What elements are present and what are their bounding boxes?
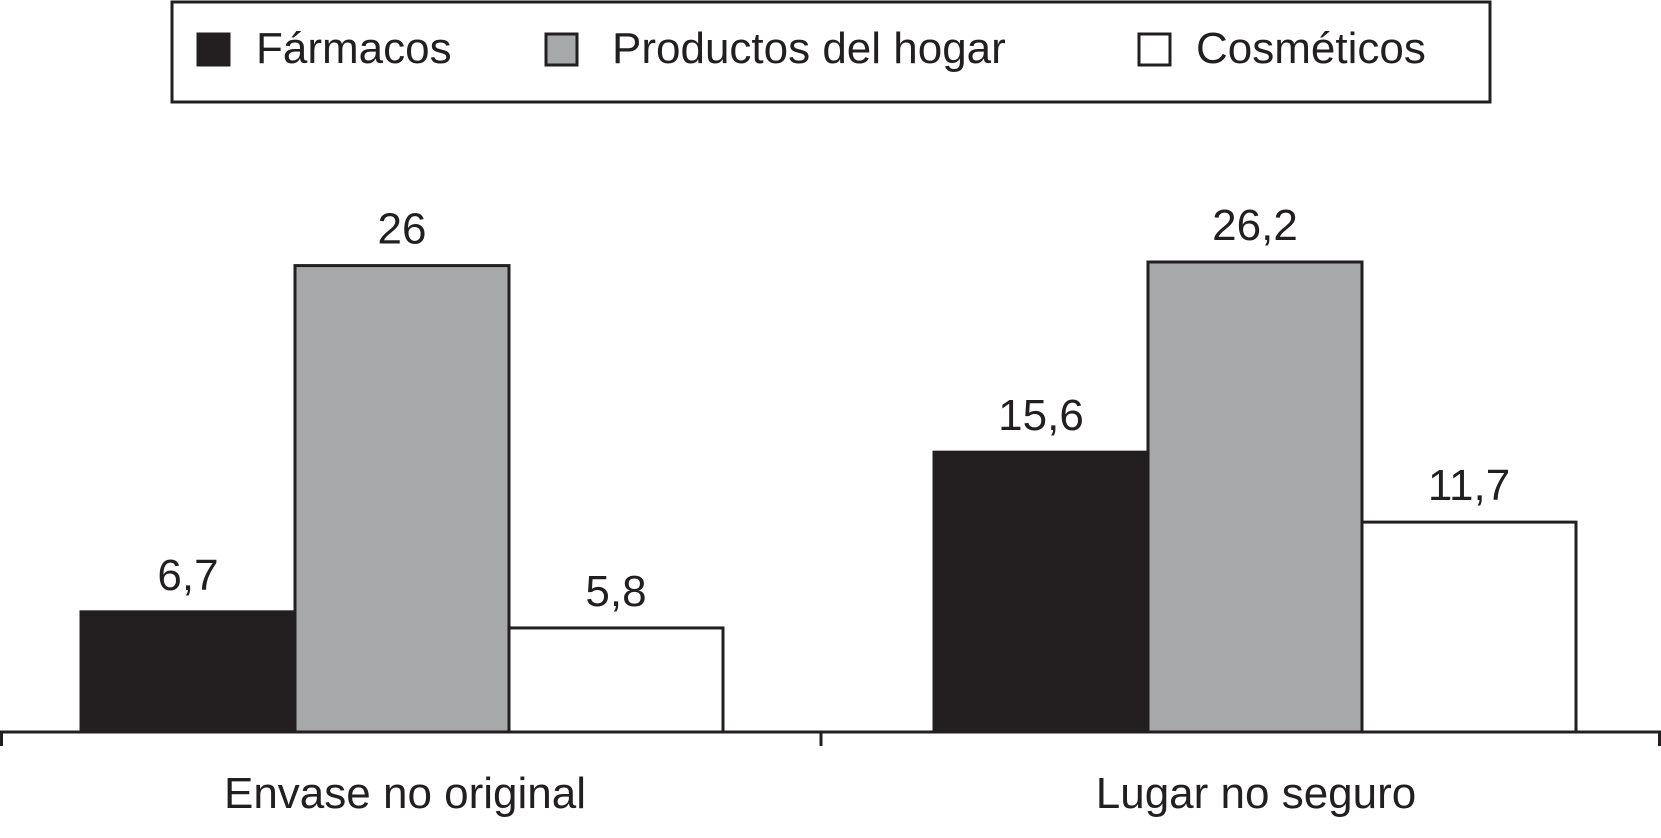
bar-1-1 [79,610,297,734]
legend-label: Cosméticos [1196,24,1426,73]
legend: Fármacos Productos del hogar Cosméticos [170,0,1492,104]
category-label: Envase no original [224,769,586,818]
bars [79,260,1578,734]
value-labels: 6,7 26 5,8 15,6 26,2 11,7 [157,201,1510,616]
legend-swatch [1137,32,1172,67]
value-label: 6,7 [157,551,218,600]
bar-1-2 [293,264,511,734]
value-label: 26 [378,205,427,254]
legend-item-3: Cosméticos [1137,24,1426,73]
legend-frame [170,0,1492,104]
category-labels: Envase no original Lugar no seguro [224,769,1416,818]
legend-swatch [544,32,579,67]
value-label: 15,6 [998,391,1084,440]
bar-2-3 [1360,520,1578,734]
legend-item-1: Fármacos [196,24,452,73]
bar-2-2 [1146,260,1364,734]
category-label: Lugar no seguro [1096,769,1416,818]
bar-2-1 [932,450,1150,734]
value-label: 5,8 [585,567,646,616]
x-axis [0,730,1661,746]
legend-label: Productos del hogar [612,24,1006,73]
legend-item-2: Productos del hogar [544,24,1006,73]
legend-swatch [196,32,231,67]
value-label: 11,7 [1428,461,1510,510]
legend-label: Fármacos [256,24,452,73]
value-label: 26,2 [1212,201,1298,250]
bar-1-3 [507,626,725,734]
